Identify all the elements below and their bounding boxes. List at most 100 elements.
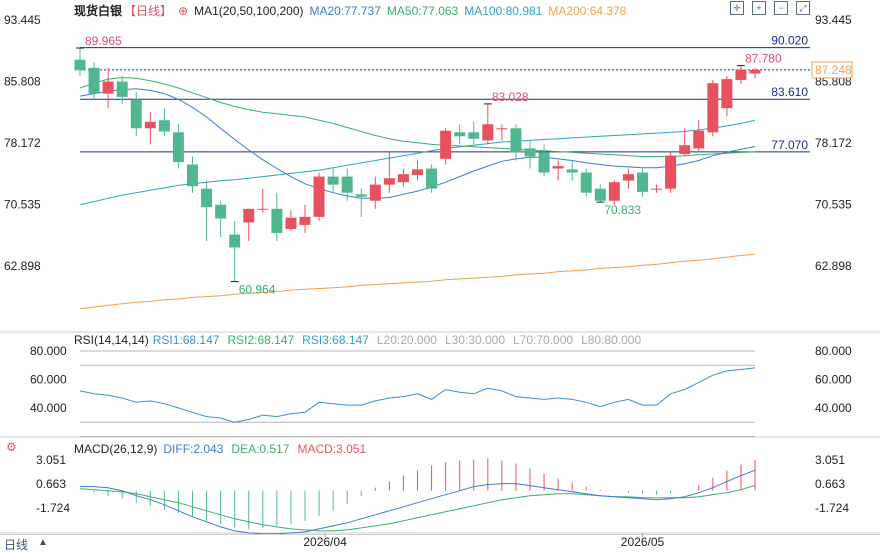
rsi2-value: RSI2:68.147	[227, 333, 295, 347]
l70-value: L70:70.000	[513, 333, 574, 347]
chart-toolbar: ✛ + − ⤢	[730, 1, 810, 15]
rsi-tick-left: 80.000	[30, 344, 67, 358]
price-tick-right: 93.445	[815, 13, 852, 27]
candle-body	[608, 182, 620, 201]
ma-label: MA1(20,50,100,200)	[194, 4, 304, 18]
candle-body	[243, 208, 255, 223]
macd-legend: MACD(26,12,9) DIFF:2.043 DEA:0.517 MACD:3.0…	[74, 442, 366, 456]
candle-body	[158, 120, 170, 132]
candle-body	[693, 130, 705, 149]
symbol-label: 现货白银	[74, 4, 123, 18]
ma200-line	[79, 253, 756, 310]
price-tick-left: 85.808	[4, 75, 41, 89]
rsi-tick-right: 80.000	[815, 344, 852, 358]
candle-body	[524, 148, 536, 157]
candle-body	[679, 145, 691, 155]
candle-body	[651, 188, 663, 190]
candle-body	[102, 81, 114, 94]
zoom-out-icon[interactable]: −	[774, 1, 788, 15]
rsi-tick-right: 60.000	[815, 373, 852, 387]
price-tick-left: 78.172	[4, 136, 41, 150]
candle-body	[735, 69, 747, 80]
price-tick-left: 93.445	[4, 13, 41, 27]
footer-bar: 日线 ▲	[0, 534, 880, 552]
candle-body	[482, 124, 494, 141]
timeframe-button[interactable]: 日线	[4, 538, 29, 552]
candle-body	[88, 67, 100, 94]
rsi-tick-left: 60.000	[30, 373, 67, 387]
candle-body	[369, 184, 381, 201]
candle-body	[144, 121, 156, 129]
candle-body	[341, 176, 353, 193]
candle-body	[552, 166, 564, 169]
candle-body	[426, 168, 438, 189]
l80-value: L80:80.000	[581, 333, 642, 347]
candle-body	[116, 81, 128, 97]
candle-body	[299, 216, 311, 225]
candle-body	[594, 188, 606, 201]
candle-body	[172, 132, 184, 163]
timeframe-label[interactable]: 【日线】	[124, 4, 173, 18]
chart-header: 现货白银 【日线】 ⊕ MA1(20,50,100,200) MA20:77.737 MA…	[0, 2, 632, 18]
candle-body	[566, 169, 578, 173]
macd-label: MACD(26,12,9)	[74, 442, 158, 456]
ma200-value: MA200:64.378	[548, 4, 627, 18]
candle-body	[271, 208, 283, 233]
chevron-up-icon[interactable]: ▲	[38, 537, 48, 548]
crosshair-icon[interactable]: ✛	[730, 1, 744, 15]
candle-body	[580, 172, 592, 193]
candle-body	[229, 234, 241, 248]
candle-body	[749, 69, 761, 74]
candle-body	[130, 100, 142, 129]
rsi-tick-left: 40.000	[30, 401, 67, 415]
diff-line	[80, 469, 756, 535]
candle-body	[622, 174, 634, 181]
candle-body	[327, 176, 339, 185]
candle-body	[454, 132, 466, 137]
fullscreen-icon[interactable]: ⤢	[796, 1, 810, 15]
candle-body	[74, 59, 86, 71]
rsi-legend: RSI(14,14,14) RSI1:68.147 RSI2:68.147 RSI3:…	[74, 333, 641, 347]
annotation-low2: 70.833	[604, 203, 641, 217]
macd-tick-left: 3.051	[36, 453, 66, 467]
candle-body	[187, 164, 198, 187]
rsi-line	[79, 367, 756, 423]
l30-value: L30:30.000	[444, 333, 505, 347]
candle-body	[721, 79, 733, 109]
dea-line	[79, 484, 756, 532]
price-level-label: 90.020	[771, 34, 808, 48]
price-tick-right: 70.535	[815, 197, 852, 211]
ma20-line	[79, 88, 756, 199]
macd-tick-right: 0.663	[815, 477, 845, 491]
macd-tick-right: 3.051	[815, 453, 845, 467]
candle-body	[257, 208, 269, 210]
rsi-label: RSI(14,14,14)	[74, 333, 149, 347]
l20-value: L20:20.000	[376, 333, 437, 347]
candle-body	[496, 128, 508, 130]
candle-body	[285, 217, 297, 229]
macd-tick-right: -1.724	[815, 501, 849, 515]
annotation-low: 60.964	[239, 283, 276, 297]
zoom-in-icon[interactable]: +	[752, 1, 766, 15]
candle-body	[538, 152, 550, 173]
candle-body	[637, 172, 648, 192]
price-level-label: 77.070	[771, 138, 808, 152]
current-price-tag	[811, 61, 853, 79]
candle-body	[383, 178, 395, 185]
candle-body	[707, 83, 719, 133]
annotation-mid-high: 83.028	[492, 90, 529, 104]
macd-settings-icon[interactable]: ⚙	[6, 440, 17, 454]
macd-value: MACD:3.051	[297, 442, 367, 456]
candle-body	[397, 174, 409, 183]
price-tick-left: 70.535	[4, 197, 41, 211]
x-tick-label: 2026/05	[621, 535, 665, 549]
rsi1-value: RSI1:68.147	[152, 333, 220, 347]
candle-body	[313, 176, 325, 217]
settings-icon[interactable]: ⊕	[178, 4, 189, 18]
price-tick-right: 62.898	[815, 259, 852, 273]
rsi3-value: RSI3:68.147	[302, 333, 369, 347]
ma20-value: MA20:77.737	[309, 4, 381, 18]
x-tick-label: 2026/04	[303, 535, 347, 549]
diff-value: DIFF:2.043	[163, 442, 224, 456]
